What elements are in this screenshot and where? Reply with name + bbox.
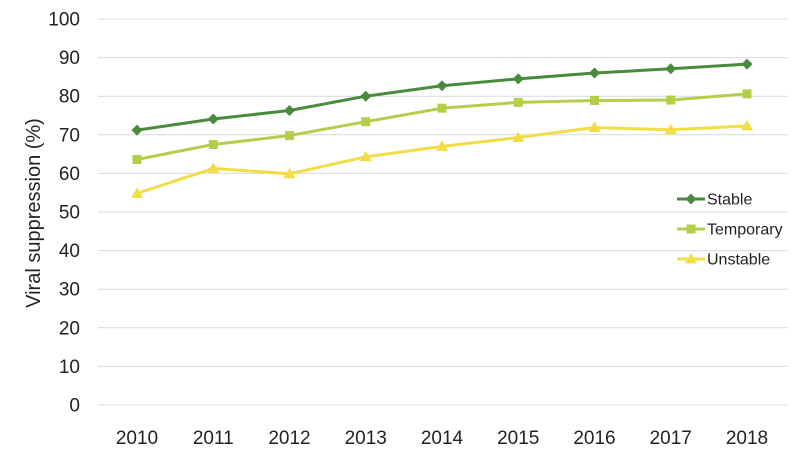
data-point (436, 80, 448, 92)
y-tick-label: 40 (59, 241, 80, 262)
x-tick-label: 2015 (497, 428, 539, 449)
data-point (590, 95, 599, 105)
y-tick-label: 30 (59, 280, 80, 301)
x-axis-tick-labels: 2010 2011 2012 2013 2014 2015 2016 2017 2018 (116, 428, 768, 449)
legend-label: Temporary (707, 222, 783, 239)
data-point (360, 90, 372, 102)
legend-item-temporary: Temporary (677, 222, 783, 239)
legend-item-stable: Stable (677, 192, 752, 209)
y-tick-label: 100 (48, 10, 80, 31)
legend-marker (685, 253, 697, 264)
data-point (208, 139, 218, 149)
data-point (361, 117, 371, 127)
y-tick-label: 70 (59, 125, 80, 146)
series-unstable (131, 119, 753, 198)
legend-label: Stable (707, 192, 752, 209)
y-tick-label: 80 (59, 87, 80, 108)
data-point (588, 121, 601, 132)
data-point (207, 162, 220, 173)
series-line (136, 124, 748, 195)
series-group (131, 58, 753, 198)
y-tick-label: 60 (59, 164, 80, 185)
data-point (666, 95, 676, 105)
data-point (132, 155, 142, 165)
data-point (513, 97, 523, 107)
series-temporary (132, 89, 752, 165)
x-tick-label: 2010 (116, 428, 158, 449)
data-point (665, 63, 677, 75)
data-point (131, 124, 143, 136)
x-tick-label: 2018 (726, 428, 768, 449)
x-tick-label: 2013 (345, 428, 387, 449)
x-tick-label: 2017 (650, 428, 692, 449)
data-point (359, 150, 372, 162)
y-axis-tick-labels: 0 10 20 30 40 50 60 70 80 90 100 (48, 10, 80, 417)
data-point (589, 67, 600, 79)
data-point (741, 58, 753, 70)
data-point (284, 104, 295, 116)
data-point (664, 123, 677, 135)
data-point (436, 140, 448, 151)
gridlines (98, 18, 788, 406)
data-point (131, 187, 143, 198)
series-line (136, 62, 748, 132)
legend-marker (685, 193, 697, 205)
data-point (512, 131, 525, 143)
y-tick-label: 10 (59, 357, 80, 378)
y-tick-label: 50 (59, 203, 80, 224)
data-point (437, 103, 447, 113)
data-point (285, 131, 294, 141)
y-tick-label: 20 (59, 318, 80, 339)
data-point (741, 119, 753, 131)
x-tick-label: 2011 (193, 428, 234, 449)
data-point (207, 113, 219, 125)
data-point (742, 89, 752, 99)
series-stable (131, 58, 753, 136)
x-tick-label: 2016 (573, 428, 615, 449)
data-point (283, 167, 296, 179)
y-tick-label: 90 (59, 48, 80, 69)
legend-label: Unstable (707, 252, 770, 269)
x-tick-label: 2014 (421, 428, 464, 449)
y-tick-label: 0 (69, 396, 80, 417)
legend-marker (686, 224, 696, 234)
legend: Stable Temporary Unstable (677, 192, 783, 269)
y-axis-title: Viral suppression (%) (23, 118, 45, 308)
legend-item-unstable: Unstable (677, 252, 770, 269)
data-point (512, 73, 524, 85)
x-tick-label: 2012 (268, 428, 310, 449)
